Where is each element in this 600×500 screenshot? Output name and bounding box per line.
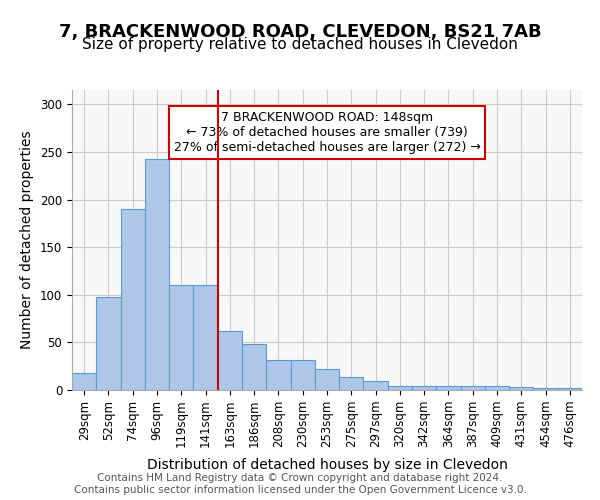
Bar — [388, 386, 412, 390]
Bar — [96, 296, 121, 390]
Bar — [558, 388, 582, 390]
Text: 7, BRACKENWOOD ROAD, CLEVEDON, BS21 7AB: 7, BRACKENWOOD ROAD, CLEVEDON, BS21 7AB — [59, 22, 541, 40]
X-axis label: Distribution of detached houses by size in Clevedon: Distribution of detached houses by size … — [146, 458, 508, 472]
Bar — [461, 386, 485, 390]
Bar — [339, 376, 364, 390]
Text: Contains HM Land Registry data © Crown copyright and database right 2024.
Contai: Contains HM Land Registry data © Crown c… — [74, 474, 526, 495]
Bar — [412, 386, 436, 390]
Bar — [193, 285, 218, 390]
Bar — [242, 344, 266, 390]
Bar — [121, 209, 145, 390]
Bar — [533, 388, 558, 390]
Text: 7 BRACKENWOOD ROAD: 148sqm
← 73% of detached houses are smaller (739)
27% of sem: 7 BRACKENWOOD ROAD: 148sqm ← 73% of deta… — [173, 111, 481, 154]
Y-axis label: Number of detached properties: Number of detached properties — [20, 130, 34, 350]
Bar — [436, 386, 461, 390]
Bar — [290, 360, 315, 390]
Bar — [169, 285, 193, 390]
Text: Size of property relative to detached houses in Clevedon: Size of property relative to detached ho… — [82, 38, 518, 52]
Bar — [485, 386, 509, 390]
Bar — [364, 382, 388, 390]
Bar — [145, 158, 169, 390]
Bar — [218, 331, 242, 390]
Bar — [266, 360, 290, 390]
Bar — [509, 387, 533, 390]
Bar — [72, 373, 96, 390]
Bar — [315, 369, 339, 390]
